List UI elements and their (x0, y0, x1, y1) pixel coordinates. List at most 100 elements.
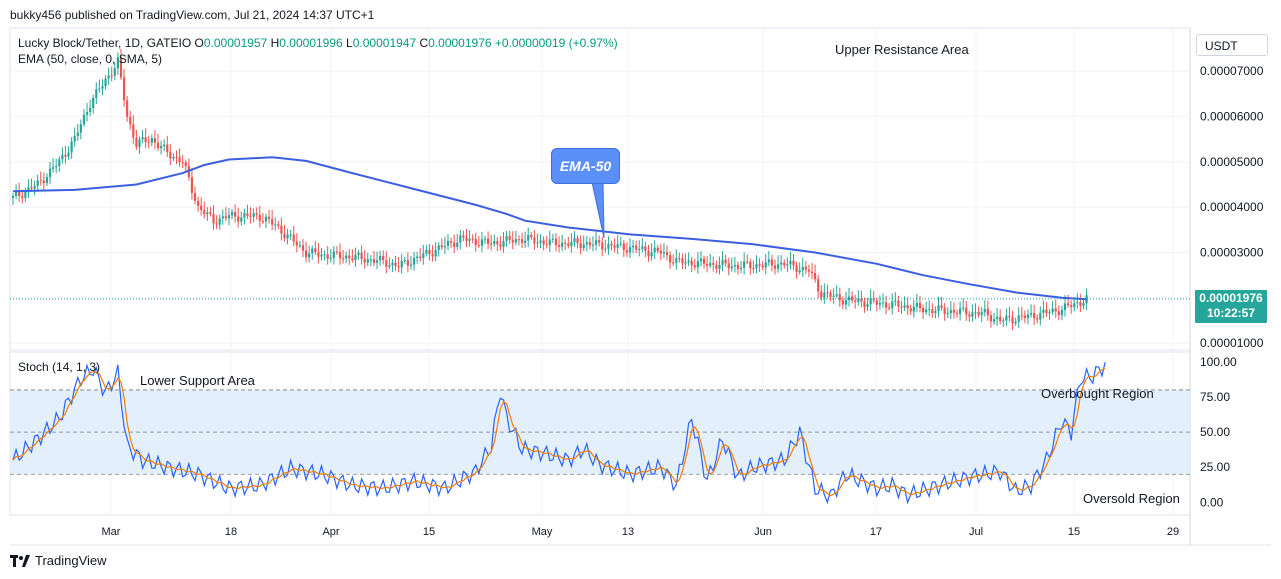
stoch-legend[interactable]: Stoch (14, 1, 3) (18, 360, 101, 374)
candle-body (92, 97, 95, 108)
candle-body (126, 100, 129, 117)
candle-body (246, 213, 249, 216)
currency-selector[interactable]: USDT (1196, 34, 1268, 56)
candle-body (471, 238, 474, 240)
price-tick-label: 0.00001000 (1200, 336, 1264, 350)
candle-body (351, 258, 354, 261)
candle-body (946, 313, 949, 315)
candle-body (255, 213, 258, 215)
candle-body (968, 314, 971, 317)
candle-body (1054, 308, 1057, 312)
symbol-name[interactable]: Lucky Block/Tether, 1D, GATEIO (18, 36, 192, 50)
candle-body (918, 302, 922, 308)
candle-body (48, 168, 52, 178)
close-value: 0.00001976 (428, 36, 492, 50)
candle-body (940, 305, 943, 308)
candle-body (428, 249, 431, 255)
candle-body (533, 237, 536, 244)
candle-body (992, 319, 996, 322)
candle-body (36, 180, 39, 187)
candle-body (607, 243, 610, 249)
candle-body (520, 239, 524, 243)
candle-body (304, 250, 308, 258)
stoch-tick-label: 0.00 (1200, 495, 1224, 509)
candle-body (348, 255, 351, 259)
candle-body (375, 260, 379, 263)
candle-body (95, 89, 98, 98)
candle-body (283, 233, 286, 239)
candle-body (536, 242, 539, 244)
candle-body (906, 305, 909, 309)
ema-legend[interactable]: EMA (50, close, 0, SMA, 5) (18, 52, 163, 66)
candle-body (317, 252, 320, 257)
candle-body (1057, 311, 1060, 316)
candle-body (539, 240, 542, 243)
candle-body (736, 265, 740, 269)
candle-body (1008, 315, 1011, 318)
stoch-tick-label: 100.00 (1200, 355, 1237, 369)
candle-body (212, 213, 215, 224)
candle-body (89, 107, 92, 112)
candle-body (203, 210, 206, 215)
candle-body (820, 291, 823, 298)
candle-body (42, 180, 45, 184)
candle-body (181, 162, 184, 164)
candle-body (561, 242, 564, 247)
candle-body (1026, 314, 1030, 318)
candle-body (727, 263, 730, 269)
candle-body (24, 191, 27, 198)
candle-body (132, 124, 135, 138)
candle-body (952, 310, 956, 313)
candle-body (598, 240, 601, 243)
candle-body (554, 238, 558, 246)
last-price-value: 0.00001976 (1199, 291, 1263, 305)
candle-body (801, 266, 804, 271)
candle-body (594, 240, 598, 245)
candle-body (326, 254, 329, 259)
candle-body (298, 245, 302, 247)
candle-body (45, 177, 49, 184)
candle-body (625, 250, 629, 253)
x-tick-label: Apr (322, 526, 339, 538)
candle-body (1017, 315, 1020, 322)
candle-body (739, 267, 743, 269)
candle-body (835, 294, 838, 296)
candle-body (227, 215, 231, 219)
candle-body (468, 238, 471, 241)
x-tick-label: Jul (969, 526, 983, 538)
candle-body (764, 262, 767, 268)
candle-body (678, 258, 681, 260)
candle-body (869, 298, 872, 305)
candle-body (311, 248, 314, 254)
candle-body (357, 252, 360, 256)
candle-body (631, 245, 635, 248)
candle-body (943, 307, 946, 315)
candle-body (894, 300, 897, 302)
candle-body (341, 258, 345, 260)
candle-body (582, 244, 585, 248)
candle-body (770, 259, 774, 266)
candle-body (832, 295, 835, 297)
candle-body (709, 262, 712, 266)
candle-body (903, 305, 906, 308)
candle-body (1002, 320, 1005, 322)
candle-body (616, 244, 619, 248)
candle-body (147, 142, 150, 144)
candle-body (795, 265, 798, 273)
candle-body (653, 247, 656, 253)
candle-body (665, 252, 669, 256)
candle-body (656, 247, 659, 251)
candle-body (70, 141, 73, 153)
candle-body (912, 306, 915, 312)
candle-body (122, 77, 126, 101)
candle-body (443, 245, 446, 248)
candle-body (567, 243, 570, 247)
candle-body (613, 245, 616, 248)
candle-body (900, 306, 903, 308)
candle-body (638, 248, 641, 250)
candle-body (159, 145, 163, 148)
candle-body (767, 259, 770, 263)
footer-brand[interactable]: TradingView (10, 553, 107, 568)
candle-body (230, 211, 234, 216)
